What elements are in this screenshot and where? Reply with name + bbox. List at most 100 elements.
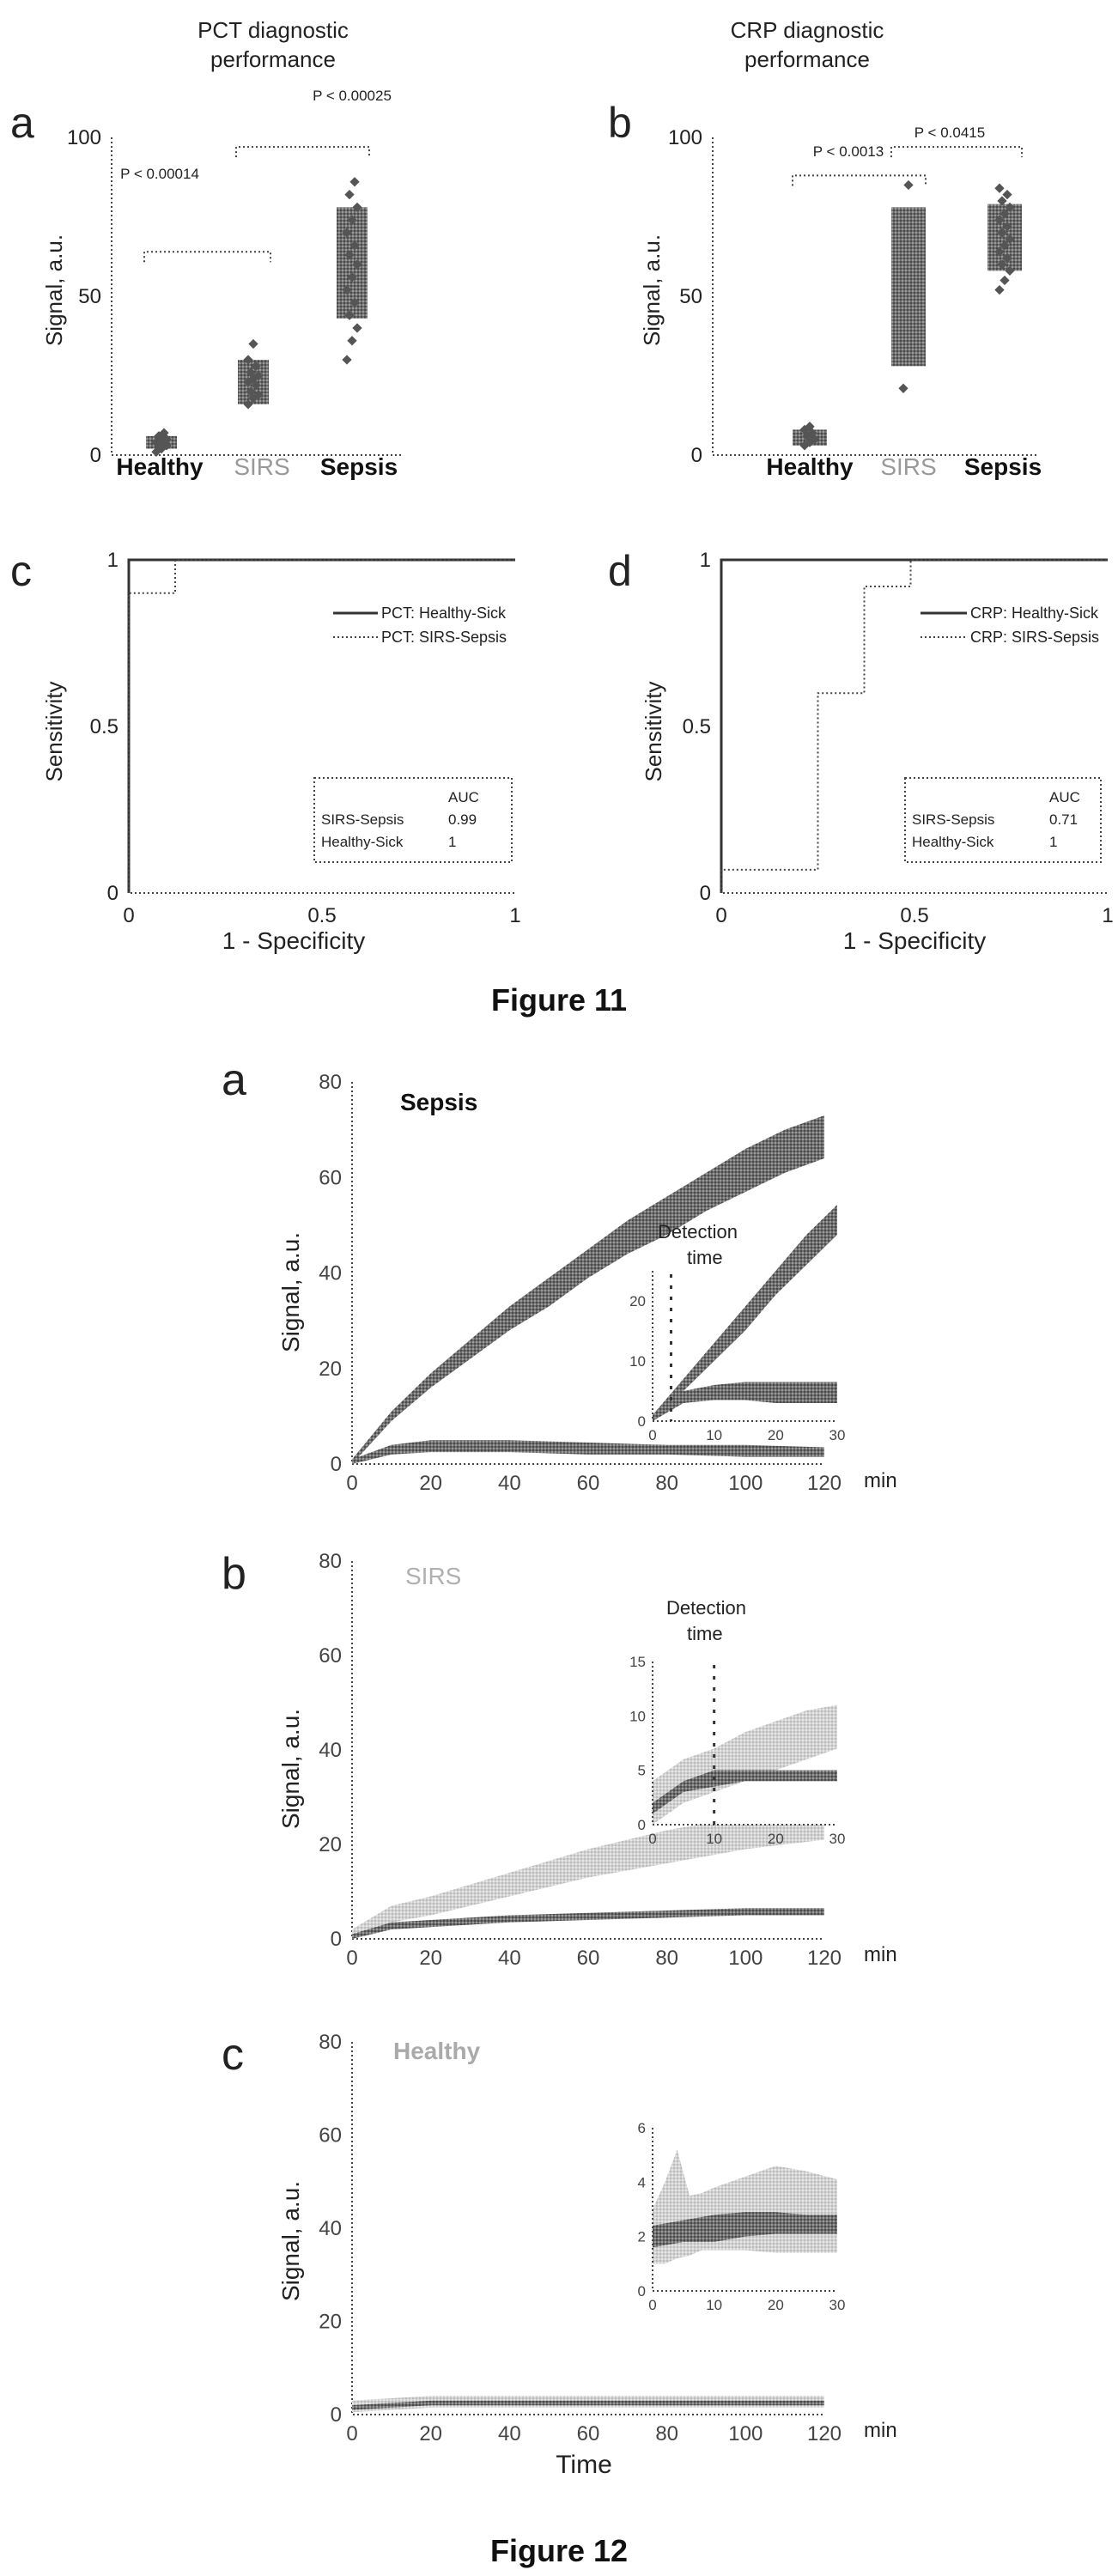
inset-x-tick-label: 30 <box>829 1427 846 1443</box>
inset-y-tick-label: 20 <box>629 1293 646 1309</box>
x-tick-label: 1 <box>1102 904 1113 927</box>
inset-axes <box>652 2128 837 2292</box>
comparison-bracket <box>792 174 927 186</box>
point-sirs <box>243 399 253 410</box>
x-tick-label: 100 <box>728 1947 763 1970</box>
point-sepsis <box>997 259 1007 270</box>
point-sepsis <box>347 336 357 346</box>
panel-d-xlabel: 1 - Specificity <box>843 927 987 954</box>
inset-y-tick-label: 10 <box>629 1708 646 1724</box>
y-tick-label: 50 <box>679 285 702 308</box>
signal-band-1 <box>352 1115 824 1464</box>
fig12-panel-c: c Healthy Signal, a.u. min 0 20 40 60 80 100 1… <box>222 2030 897 2445</box>
point-sirs <box>253 390 264 400</box>
inset-x-tick-label: 30 <box>829 2297 846 2313</box>
x-tick-label: 40 <box>498 1947 521 1970</box>
x-tick-label: 0.5 <box>307 904 336 927</box>
x-tick-label: 20 <box>419 1472 442 1495</box>
comparison-bracket <box>143 251 271 263</box>
fig12-panel-b: b SIRS Signal, a.u. min 0 20 40 60 80 100 1200… <box>222 1549 897 1970</box>
x-tick-label: 120 <box>807 1947 842 1970</box>
y-tick-label: 40 <box>319 2217 342 2240</box>
inset-y-tick-label: 5 <box>638 1763 646 1779</box>
roc-curve-1 <box>127 558 515 893</box>
fig12-b-inset-label-1: Detection <box>666 1597 746 1619</box>
y-tick-label: 0.5 <box>683 715 711 738</box>
inset-x-tick-label: 10 <box>706 1831 722 1847</box>
panel-d-auc-header: AUC <box>1049 789 1080 805</box>
inset-y-tick-label: 2 <box>638 2229 646 2245</box>
panel-b-bracket-label-2: P < 0.0415 <box>914 125 985 141</box>
point-sepsis <box>344 310 355 320</box>
panel-c-auc-row1-label: SIRS-Sepsis <box>321 811 404 828</box>
point-sepsis <box>344 250 355 260</box>
y-tick-label: 0 <box>331 2403 342 2427</box>
y-tick-label: 100 <box>668 126 702 149</box>
panel-a-title-line2: performance <box>210 46 336 72</box>
panel-c-letter: c <box>10 547 32 595</box>
point-sepsis <box>349 297 360 308</box>
panel-c-auc-row2-label: Healthy-Sick <box>321 834 404 850</box>
point-sepsis <box>1000 275 1010 286</box>
panel-d-auc-row2-value: 1 <box>1049 834 1057 850</box>
inset-y-tick-label: 10 <box>629 1353 646 1370</box>
panel-a-category-sirs: SIRS <box>234 453 289 480</box>
panel-b-category-sepsis: Sepsis <box>964 453 1042 480</box>
inset-x-tick-label: 0 <box>648 1831 656 1847</box>
point-healthy <box>159 428 169 438</box>
signal-band-1 <box>352 1801 824 1939</box>
y-tick-label: 60 <box>319 2124 342 2148</box>
fig12-c-letter: c <box>222 2030 244 2080</box>
point-sepsis <box>1005 202 1015 213</box>
point-sepsis <box>349 177 360 187</box>
point-sirs <box>251 361 261 372</box>
panel-c-auc-header: AUC <box>448 789 479 805</box>
inset-band-1 <box>653 1704 837 1825</box>
panel-d-letter: d <box>608 547 632 595</box>
inset-y-tick-label: 4 <box>638 2174 646 2190</box>
signal-band-2 <box>352 2400 824 2410</box>
y-tick-label: 0 <box>90 444 101 467</box>
x-tick-label: 0 <box>346 1472 357 1495</box>
y-tick-label: 80 <box>319 1071 342 1094</box>
panel-c-auc-row1-value: 0.99 <box>448 811 477 828</box>
inset-x-tick-label: 10 <box>706 1427 722 1443</box>
panel-c-legend-1: PCT: Healthy-Sick <box>381 605 507 622</box>
x-tick-label: 0 <box>346 2422 357 2445</box>
y-tick-label: 0 <box>331 1453 342 1476</box>
point-sepsis <box>1005 234 1015 245</box>
panel-b-category-healthy: Healthy <box>766 453 854 480</box>
fig11-panel-c: c Sensitivity 1 - Specificity 0 0.5 1 0 0.5 1… <box>10 547 521 954</box>
point-sepsis <box>342 284 352 295</box>
x-tick-label: 0.5 <box>900 904 928 927</box>
x-tick-label: 120 <box>807 1472 842 1495</box>
panel-c-auc-box <box>313 777 513 863</box>
panel-b-plot: 0 50 100 <box>668 126 1039 467</box>
inset-x-tick-label: 10 <box>706 2297 722 2313</box>
inset-y-tick-label: 15 <box>629 1654 646 1670</box>
inset-axes <box>652 1662 837 1826</box>
point-sepsis <box>1002 189 1012 200</box>
y-tick-label: 0 <box>700 882 711 905</box>
inset-x-tick-label: 30 <box>829 1831 846 1847</box>
y-tick-label: 20 <box>319 1833 342 1856</box>
fig12-a-ylabel: Signal, a.u. <box>277 1232 304 1352</box>
point-sepsis <box>349 240 360 251</box>
x-tick-label: 20 <box>419 1947 442 1970</box>
inset-x-tick-label: 0 <box>648 1427 656 1443</box>
fig12-xlabel: Time <box>556 2451 612 2479</box>
y-tick-label: 80 <box>319 1550 342 1573</box>
panel-c-ylabel: Sensitivity <box>41 681 67 781</box>
x-tick-label: 120 <box>807 2422 842 2445</box>
fig12-a-inset-label-1: Detection <box>658 1221 738 1242</box>
point-sepsis <box>352 323 362 333</box>
y-tick-label: 1 <box>107 549 118 572</box>
figure11-caption: Figure 11 <box>491 982 627 1018</box>
inset-x-tick-label: 20 <box>768 2297 784 2313</box>
x-tick-label: 60 <box>577 1472 600 1495</box>
y-tick-label: 0 <box>107 882 118 905</box>
inset-band-2 <box>653 1770 837 1814</box>
inset-x-tick-label: 0 <box>648 2297 656 2313</box>
fig12-a-xunit: min <box>864 1469 897 1492</box>
